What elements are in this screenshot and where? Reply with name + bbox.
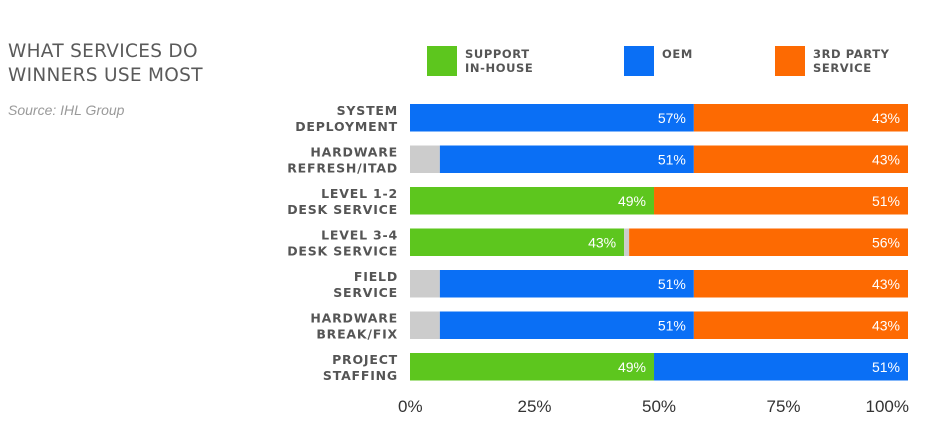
data-label: 56% xyxy=(872,234,900,250)
bar-segment xyxy=(439,270,694,298)
x-axis-tick-labels: 0% 25% 50% 75% 100% xyxy=(398,397,909,416)
x-tick-label: 25% xyxy=(517,397,551,416)
data-label: 49% xyxy=(618,193,646,209)
category-label: SYSTEM DEPLOYMENT xyxy=(295,103,398,134)
bar-segment xyxy=(654,187,908,215)
category-label-line: LEVEL 1-2 xyxy=(321,186,398,201)
legend-label-line: 3RD PARTY xyxy=(813,47,890,61)
bar-segment xyxy=(439,311,694,339)
bar-segment xyxy=(693,270,908,298)
data-label: 43% xyxy=(872,317,900,333)
category-label-line: REFRESH/ITAD xyxy=(287,161,398,176)
data-label: 57% xyxy=(658,110,686,126)
category-label-line: STAFFING xyxy=(323,368,398,383)
chart-title-line-2: WINNERS USE MOST xyxy=(8,65,203,86)
x-tick-label: 0% xyxy=(398,397,423,416)
legend-label-line: SUPPORT xyxy=(465,47,530,61)
bar-segment xyxy=(410,228,625,256)
category-label-line: DESK SERVICE xyxy=(287,202,398,217)
x-tick-label: 100% xyxy=(866,397,909,416)
data-label: 51% xyxy=(658,317,686,333)
bar-segment xyxy=(410,270,440,298)
chart-title: WHAT SERVICES DO WINNERS USE MOST xyxy=(8,40,268,88)
legend-swatch-support-in-house xyxy=(427,46,457,76)
category-label-line: HARDWARE xyxy=(310,145,398,160)
category-label-line: SERVICE xyxy=(333,285,398,300)
category-label: HARDWARE REFRESH/ITAD xyxy=(287,145,398,176)
data-label: 43% xyxy=(588,234,616,250)
data-label: 51% xyxy=(872,193,900,209)
bar-segment xyxy=(410,353,655,381)
legend-label-support-in-house: SUPPORT IN-HOUSE xyxy=(465,47,533,75)
category-label: PROJECT STAFFING xyxy=(323,352,398,383)
data-label: 43% xyxy=(872,276,900,292)
category-label: LEVEL 3-4 DESK SERVICE xyxy=(287,228,398,259)
data-label: 43% xyxy=(872,110,900,126)
bar-segment xyxy=(629,228,908,256)
data-label: 49% xyxy=(618,359,646,375)
bar-segment xyxy=(410,187,655,215)
category-label-line: FIELD xyxy=(354,269,398,284)
bar-segment xyxy=(410,145,440,173)
bar-segment xyxy=(654,353,908,381)
legend-label-line: SERVICE xyxy=(813,61,872,75)
category-label: FIELD SERVICE xyxy=(333,269,398,300)
category-label-line: HARDWARE xyxy=(310,311,398,326)
source-note: Source: IHL Group xyxy=(8,102,125,118)
category-label-line: SYSTEM xyxy=(337,103,398,118)
legend-label-line: OEM xyxy=(662,47,693,61)
legend-swatch-3rd-party-service xyxy=(775,46,805,76)
category-label-line: PROJECT xyxy=(332,352,398,367)
bar-segment xyxy=(693,145,908,173)
x-tick-label: 50% xyxy=(642,397,676,416)
category-label: HARDWARE BREAK/FIX xyxy=(310,311,398,342)
category-label-line: BREAK/FIX xyxy=(316,327,398,342)
category-label-line: DESK SERVICE xyxy=(287,244,398,259)
legend-label-line: IN-HOUSE xyxy=(465,61,534,75)
bar-segment xyxy=(410,104,694,132)
data-label: 51% xyxy=(658,276,686,292)
bar-segment xyxy=(410,311,440,339)
legend-label-3rd-party-service: 3RD PARTY SERVICE xyxy=(813,47,890,75)
x-tick-label: 75% xyxy=(766,397,800,416)
data-label: 51% xyxy=(872,359,900,375)
data-label: 43% xyxy=(872,151,900,167)
chart-title-line-1: WHAT SERVICES DO xyxy=(8,41,198,62)
category-label-line: DEPLOYMENT xyxy=(295,119,398,134)
category-label-line: LEVEL 3-4 xyxy=(321,228,398,243)
category-label: LEVEL 1-2 DESK SERVICE xyxy=(287,186,398,217)
data-label: 51% xyxy=(658,151,686,167)
bar-segment xyxy=(693,104,908,132)
bar-segment xyxy=(624,228,630,256)
legend-swatch-oem xyxy=(624,46,654,76)
bars: 57% 43% 51% 43% 49% 51% 43% 56% 51% 43% 51% 43% 49% 5… xyxy=(410,104,908,381)
bar-segment xyxy=(693,311,908,339)
legend-label-oem: OEM xyxy=(662,47,693,61)
bar-segment xyxy=(439,145,694,173)
